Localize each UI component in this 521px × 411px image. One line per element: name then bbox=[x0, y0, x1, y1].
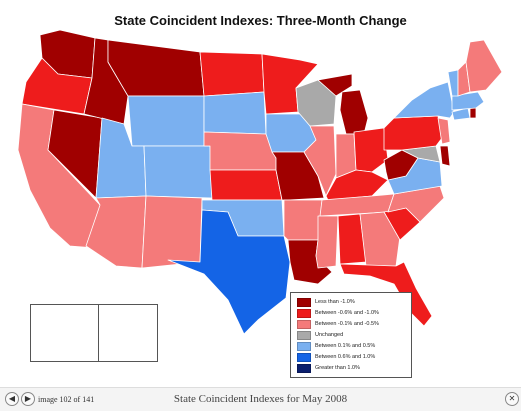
legend-label: Less than -1.0% bbox=[315, 299, 355, 305]
state-DE bbox=[439, 145, 451, 167]
state-WY bbox=[127, 95, 205, 147]
legend-label: Greater than 1.0% bbox=[315, 365, 360, 371]
state-MA bbox=[451, 91, 485, 111]
legend-label: Between 0.1% and 0.5% bbox=[315, 343, 376, 349]
viewer-footer bbox=[0, 387, 521, 411]
state-CO bbox=[143, 145, 213, 199]
state-OH bbox=[353, 127, 389, 173]
state-IL bbox=[303, 125, 337, 197]
state-MS bbox=[315, 215, 339, 269]
legend-label: Between -0.1% and -0.5% bbox=[315, 321, 379, 327]
image-counter: image 102 of 141 bbox=[38, 395, 95, 404]
hawaii-inset bbox=[98, 304, 158, 362]
state-AR bbox=[283, 199, 323, 241]
legend-item: Less than -1.0% bbox=[297, 297, 355, 307]
state-NE bbox=[203, 131, 277, 171]
legend-item: Between 0.6% and 1.0% bbox=[297, 352, 376, 362]
state-RI bbox=[469, 107, 477, 119]
prev-arrow-icon[interactable]: ◀ bbox=[5, 392, 19, 406]
state-NJ bbox=[437, 117, 451, 145]
state-TX bbox=[167, 209, 291, 335]
alaska-inset bbox=[30, 304, 100, 362]
legend-swatch bbox=[297, 308, 311, 318]
legend-label: Unchanged bbox=[315, 332, 344, 338]
legend-swatch bbox=[297, 319, 311, 329]
state-KS bbox=[209, 169, 283, 201]
legend-label: Between 0.6% and 1.0% bbox=[315, 354, 376, 360]
legend-item: Between -0.1% and -0.5% bbox=[297, 319, 379, 329]
state-ND bbox=[199, 51, 265, 97]
legend: Less than -1.0% Between -0.6% and -1.0% … bbox=[290, 292, 412, 378]
legend-swatch bbox=[297, 330, 311, 340]
legend-item: Greater than 1.0% bbox=[297, 363, 360, 373]
legend-item: Unchanged bbox=[297, 330, 344, 340]
legend-swatch bbox=[297, 297, 311, 307]
state-ME bbox=[465, 39, 503, 93]
legend-swatch bbox=[297, 341, 311, 351]
legend-swatch bbox=[297, 363, 311, 373]
state-SD bbox=[203, 91, 267, 135]
legend-label: Between -0.6% and -1.0% bbox=[315, 310, 379, 316]
map-title: State Coincident Indexes: Three-Month Ch… bbox=[114, 13, 407, 28]
next-arrow-icon[interactable]: ▶ bbox=[21, 392, 35, 406]
state-NM bbox=[141, 195, 203, 269]
state-NY bbox=[393, 81, 455, 119]
image-caption: State Coincident Indexes for May 2008 bbox=[173, 393, 348, 405]
state-GA bbox=[359, 211, 401, 267]
close-icon[interactable]: ✕ bbox=[505, 392, 519, 406]
legend-swatch bbox=[297, 352, 311, 362]
state-PA bbox=[383, 115, 443, 151]
legend-item: Between -0.6% and -1.0% bbox=[297, 308, 379, 318]
legend-item: Between 0.1% and 0.5% bbox=[297, 341, 376, 351]
